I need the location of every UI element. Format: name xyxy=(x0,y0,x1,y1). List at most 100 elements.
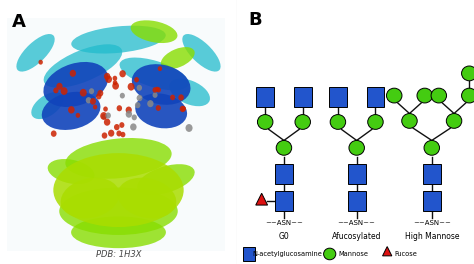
Ellipse shape xyxy=(93,105,97,110)
Ellipse shape xyxy=(100,112,107,120)
FancyBboxPatch shape xyxy=(275,164,293,184)
FancyBboxPatch shape xyxy=(423,164,441,184)
Ellipse shape xyxy=(119,58,189,90)
Ellipse shape xyxy=(117,105,122,111)
Ellipse shape xyxy=(120,132,126,137)
Ellipse shape xyxy=(53,153,184,227)
Text: High Mannose: High Mannose xyxy=(404,232,459,241)
Ellipse shape xyxy=(135,102,140,108)
FancyBboxPatch shape xyxy=(348,191,365,211)
Ellipse shape xyxy=(112,82,119,90)
Ellipse shape xyxy=(130,123,137,131)
Ellipse shape xyxy=(114,124,119,130)
Ellipse shape xyxy=(424,140,439,155)
Ellipse shape xyxy=(295,115,310,129)
Ellipse shape xyxy=(135,93,187,128)
Text: ~~ASN~~: ~~ASN~~ xyxy=(338,220,375,226)
Ellipse shape xyxy=(257,115,273,129)
Ellipse shape xyxy=(431,88,447,103)
Ellipse shape xyxy=(71,216,166,248)
Ellipse shape xyxy=(330,115,346,129)
Ellipse shape xyxy=(97,90,103,97)
Text: ~~ASN~~: ~~ASN~~ xyxy=(413,220,451,226)
Ellipse shape xyxy=(158,66,162,71)
FancyBboxPatch shape xyxy=(275,191,293,211)
Ellipse shape xyxy=(462,66,474,81)
Ellipse shape xyxy=(113,76,117,81)
Ellipse shape xyxy=(386,88,402,103)
FancyBboxPatch shape xyxy=(243,247,255,261)
Ellipse shape xyxy=(118,178,176,218)
Ellipse shape xyxy=(80,89,87,97)
Ellipse shape xyxy=(185,124,192,132)
Ellipse shape xyxy=(86,97,91,103)
Ellipse shape xyxy=(105,76,112,83)
Text: B: B xyxy=(249,11,263,29)
Ellipse shape xyxy=(48,159,94,184)
Ellipse shape xyxy=(61,178,119,218)
Ellipse shape xyxy=(169,79,210,106)
Ellipse shape xyxy=(276,140,292,155)
Ellipse shape xyxy=(68,106,75,114)
Ellipse shape xyxy=(156,105,161,111)
Ellipse shape xyxy=(126,107,132,114)
Ellipse shape xyxy=(53,87,58,93)
Text: Fucose: Fucose xyxy=(394,251,417,257)
Ellipse shape xyxy=(44,62,108,107)
Ellipse shape xyxy=(155,87,159,92)
FancyBboxPatch shape xyxy=(294,87,311,107)
FancyBboxPatch shape xyxy=(7,18,225,251)
Ellipse shape xyxy=(61,87,68,95)
Ellipse shape xyxy=(101,114,107,120)
FancyBboxPatch shape xyxy=(366,87,384,107)
Ellipse shape xyxy=(126,111,132,118)
Ellipse shape xyxy=(128,83,135,91)
Ellipse shape xyxy=(104,73,110,80)
FancyBboxPatch shape xyxy=(329,87,347,107)
FancyBboxPatch shape xyxy=(348,164,365,184)
Ellipse shape xyxy=(132,115,137,120)
Ellipse shape xyxy=(70,70,76,77)
Text: N-acetylglucosamine: N-acetylglucosamine xyxy=(252,251,322,257)
Ellipse shape xyxy=(120,93,125,98)
Polygon shape xyxy=(383,247,392,256)
Ellipse shape xyxy=(113,80,118,85)
FancyBboxPatch shape xyxy=(256,87,274,107)
Polygon shape xyxy=(256,193,267,205)
Ellipse shape xyxy=(178,94,184,101)
Ellipse shape xyxy=(180,106,185,112)
Ellipse shape xyxy=(368,115,383,129)
Ellipse shape xyxy=(90,98,96,105)
Ellipse shape xyxy=(17,34,55,72)
Ellipse shape xyxy=(147,100,154,107)
Ellipse shape xyxy=(59,187,178,235)
Ellipse shape xyxy=(44,44,122,88)
Ellipse shape xyxy=(153,92,157,98)
Ellipse shape xyxy=(182,34,220,72)
Text: Afucosylated: Afucosylated xyxy=(332,232,382,241)
Ellipse shape xyxy=(102,133,107,139)
Ellipse shape xyxy=(38,60,43,65)
Ellipse shape xyxy=(76,113,80,118)
Ellipse shape xyxy=(161,47,195,69)
Ellipse shape xyxy=(108,130,114,137)
Ellipse shape xyxy=(447,114,462,128)
Ellipse shape xyxy=(119,122,125,128)
Text: Mannose: Mannose xyxy=(338,251,368,257)
Ellipse shape xyxy=(96,93,101,100)
Ellipse shape xyxy=(132,64,191,105)
Ellipse shape xyxy=(402,114,417,128)
Ellipse shape xyxy=(119,70,126,77)
Ellipse shape xyxy=(417,88,432,103)
Text: A: A xyxy=(12,13,26,31)
Ellipse shape xyxy=(65,138,172,179)
FancyBboxPatch shape xyxy=(423,191,441,211)
Ellipse shape xyxy=(153,87,157,93)
Ellipse shape xyxy=(117,130,122,136)
Text: PDB: 1H3X: PDB: 1H3X xyxy=(96,250,141,259)
Ellipse shape xyxy=(181,106,186,111)
Ellipse shape xyxy=(103,106,108,112)
Ellipse shape xyxy=(462,88,474,103)
Ellipse shape xyxy=(89,88,94,94)
Ellipse shape xyxy=(349,140,365,155)
